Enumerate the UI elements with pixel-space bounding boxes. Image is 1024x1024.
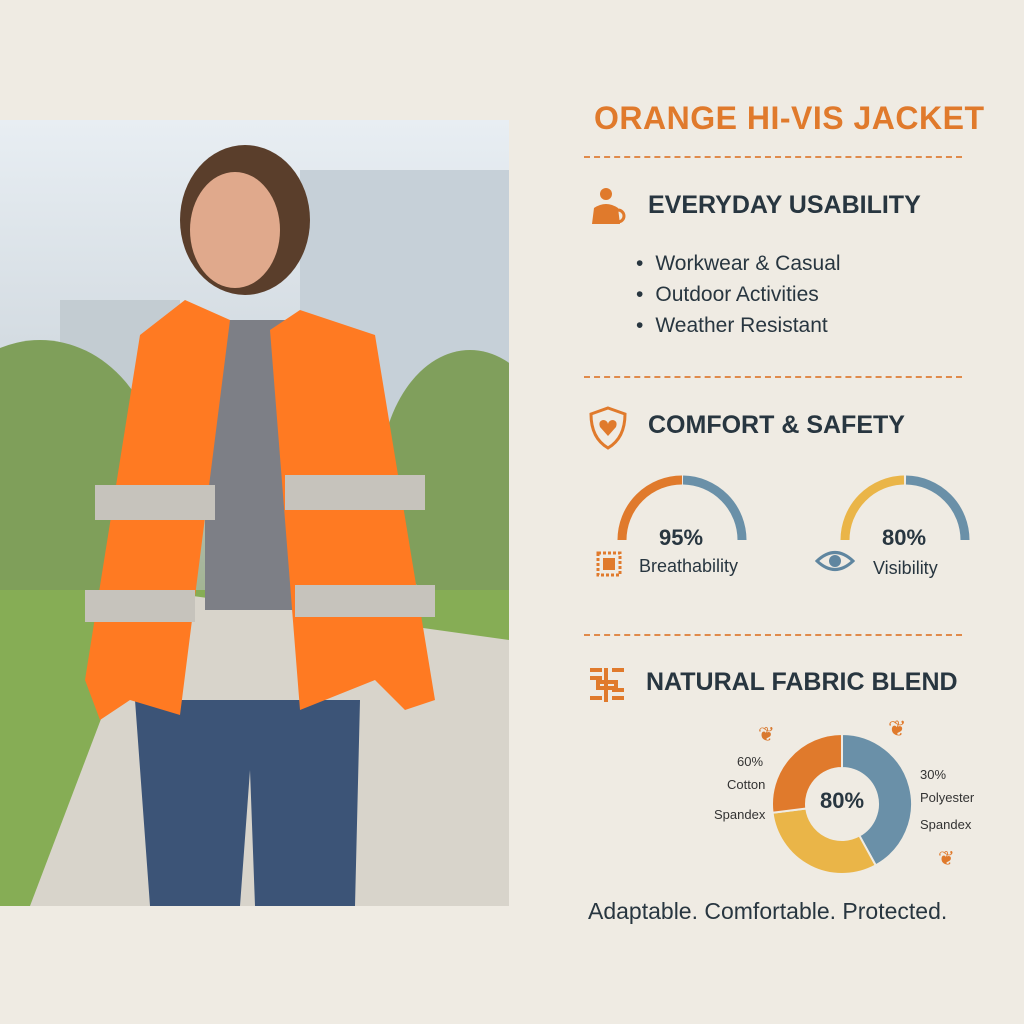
donut-slice-1 bbox=[771, 807, 878, 875]
eye-icon bbox=[815, 551, 855, 571]
usability-list: Workwear & Casual Outdoor Activities Wea… bbox=[636, 248, 841, 341]
donut-center-label: 80% bbox=[819, 788, 865, 813]
visibility-value: 80% bbox=[881, 525, 927, 550]
tagline: Adaptable. Comfortable. Protected. bbox=[588, 898, 948, 924]
breathability-label: Breathability bbox=[639, 556, 739, 576]
cotton-label: Cotton bbox=[727, 777, 766, 792]
spandex-right-label: Spandex bbox=[920, 817, 972, 832]
spandex-left-label: Spandex bbox=[714, 807, 766, 822]
list-item: Workwear & Casual bbox=[636, 248, 840, 279]
leaf-icon: ❦ bbox=[758, 724, 775, 746]
leaf-icon: ❦ bbox=[888, 716, 907, 741]
page-title: ORANGE HI-VIS JACKET bbox=[594, 100, 985, 136]
divider bbox=[584, 156, 962, 158]
cotton-percent: 60% bbox=[737, 754, 764, 769]
polyester-label: Polyester bbox=[920, 790, 975, 805]
fabric-donut-chart bbox=[771, 732, 913, 875]
polyester-percent: 30% bbox=[920, 767, 947, 782]
shield-heart-icon bbox=[589, 406, 627, 450]
donut-slice-2 bbox=[771, 732, 843, 814]
divider bbox=[584, 634, 962, 636]
section-heading-fabric: NATURAL FABRIC BLEND bbox=[646, 668, 958, 696]
breathability-value: 95% bbox=[658, 525, 704, 550]
weave-icon bbox=[590, 668, 624, 702]
product-photo bbox=[0, 120, 509, 906]
list-item: Outdoor Activities bbox=[636, 279, 841, 310]
visibility-gauge bbox=[840, 475, 970, 541]
section-heading-comfort: COMFORT & SAFETY bbox=[648, 411, 905, 439]
list-item: Weather Resistant bbox=[636, 310, 841, 341]
divider bbox=[584, 376, 962, 378]
fabric-grid-icon bbox=[596, 551, 622, 577]
donut-slice-0 bbox=[841, 732, 913, 867]
section-heading-usability: EVERYDAY USABILITY bbox=[648, 191, 921, 219]
visibility-label: Visibility bbox=[873, 558, 938, 578]
worker-icon bbox=[592, 188, 626, 224]
breathability-gauge bbox=[617, 475, 747, 541]
leaf-icon: ❦ bbox=[938, 848, 955, 870]
